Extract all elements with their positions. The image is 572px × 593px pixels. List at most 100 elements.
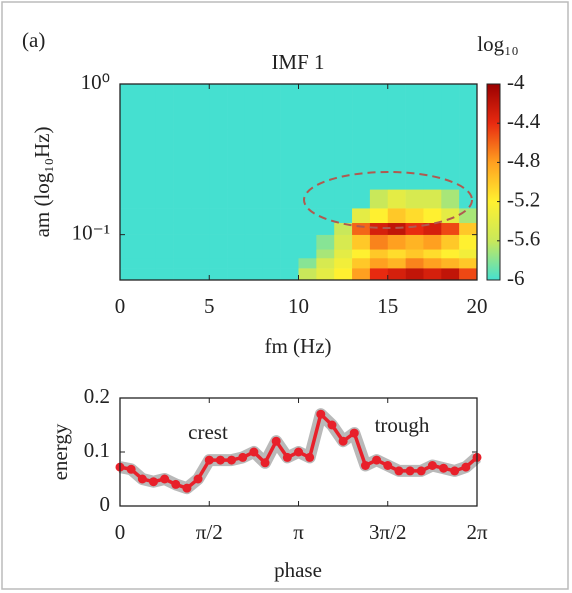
- heat-cell: [244, 162, 264, 190]
- heat-cell: [316, 234, 335, 250]
- heat-cell: [155, 249, 174, 259]
- heat-cell: [352, 162, 371, 190]
- heat-cell: [209, 129, 228, 164]
- heat-cell: [262, 189, 281, 209]
- marker: [182, 483, 192, 493]
- heat-cell: [280, 268, 299, 281]
- heat-cell: [173, 162, 192, 190]
- heat-cell: [280, 189, 299, 209]
- x-tick-label: 20: [467, 294, 488, 318]
- heat-cell: [262, 249, 281, 259]
- colorbar-tick-label: -5.2: [507, 187, 540, 211]
- heat-cell: [298, 234, 317, 250]
- heat-cell: [459, 222, 478, 235]
- heat-cell: [334, 257, 353, 269]
- heat-cell: [369, 249, 389, 259]
- heat-cell: [316, 257, 335, 269]
- heat-cell: [441, 84, 460, 130]
- heat-cell: [352, 84, 371, 130]
- heat-cell: [191, 234, 210, 250]
- heat-cell: [173, 257, 192, 269]
- y-tick-label: 10⁰: [81, 70, 110, 94]
- heat-cell: [334, 208, 353, 224]
- heat-cell: [244, 268, 264, 281]
- heat-cell: [155, 222, 174, 235]
- heat-cell: [441, 129, 460, 164]
- heat-cell: [405, 129, 424, 164]
- marker: [260, 458, 270, 468]
- heat-cell: [441, 268, 460, 281]
- heat-cell: [120, 234, 139, 250]
- heat-cell: [155, 189, 174, 209]
- heat-cell: [209, 234, 228, 250]
- annotation: crest: [188, 420, 228, 444]
- marker: [316, 409, 326, 419]
- heat-cell: [120, 222, 139, 235]
- marker: [394, 466, 404, 476]
- heat-cell: [441, 257, 460, 269]
- heat-cell: [191, 84, 210, 130]
- heat-cell: [405, 208, 424, 224]
- heat-cell: [423, 268, 442, 281]
- heat-cell: [352, 268, 371, 281]
- heat-cell: [155, 234, 174, 250]
- heat-cell: [191, 268, 210, 281]
- heat-cell: [262, 234, 281, 250]
- heat-cell: [155, 257, 174, 269]
- heat-cell: [369, 129, 389, 164]
- heat-cell: [262, 208, 281, 224]
- heat-cell: [137, 84, 156, 130]
- heat-cell: [405, 222, 424, 235]
- heat-cell: [280, 84, 299, 130]
- heat-cell: [298, 268, 317, 281]
- heat-cell: [387, 234, 406, 250]
- marker: [126, 464, 136, 474]
- heat-cell: [227, 257, 246, 269]
- heat-cell: [209, 249, 228, 259]
- heat-cell: [352, 129, 371, 164]
- heat-cell: [334, 222, 353, 235]
- heat-cell: [262, 222, 281, 235]
- heat-cell: [405, 268, 424, 281]
- heat-cell: [369, 162, 389, 190]
- heat-cell: [334, 189, 353, 209]
- heat-cell: [298, 129, 317, 164]
- heat-cell: [369, 222, 389, 235]
- heat-cell: [352, 257, 371, 269]
- marker: [305, 452, 315, 462]
- heat-cell: [262, 129, 281, 164]
- marker: [137, 474, 147, 484]
- x-tick-label: 3π/2: [369, 520, 406, 544]
- marker: [193, 474, 203, 484]
- annotation: trough: [375, 413, 430, 437]
- heat-cell: [155, 84, 174, 130]
- heat-cell: [191, 222, 210, 235]
- heat-cell: [227, 249, 246, 259]
- heat-cell: [459, 249, 478, 259]
- x-tick-label: 15: [377, 294, 398, 318]
- x-axis-label: fm (Hz): [264, 334, 331, 358]
- heat-cell: [352, 208, 371, 224]
- heat-cell: [298, 162, 317, 190]
- heat-cell: [280, 129, 299, 164]
- heat-cell: [173, 189, 192, 209]
- heat-cell: [280, 208, 299, 224]
- overlay: crest trough: [188, 171, 473, 444]
- plot-frame: [119, 83, 478, 281]
- heat-cell: [316, 129, 335, 164]
- heat-cell: [298, 249, 317, 259]
- marker: [427, 461, 437, 470]
- plots: 0 5 10 15 20 10⁰ 10⁻¹ -4 -4.4 -4.8 -5.2 -5.6 -6 0 π/2 π…: [72, 70, 541, 544]
- heat-cell: [191, 208, 210, 224]
- heat-cell: [441, 162, 460, 190]
- heat-cell: [191, 249, 210, 259]
- heat-cell: [423, 189, 442, 209]
- heat-cell: [120, 257, 139, 269]
- heat-cell: [227, 268, 246, 281]
- heat-cell: [334, 234, 353, 250]
- heat-cell: [334, 249, 353, 259]
- heat-cell: [137, 257, 156, 269]
- heat-cell: [316, 222, 335, 235]
- colorbar-tick-label: -4.8: [507, 148, 540, 172]
- heat-cell: [191, 257, 210, 269]
